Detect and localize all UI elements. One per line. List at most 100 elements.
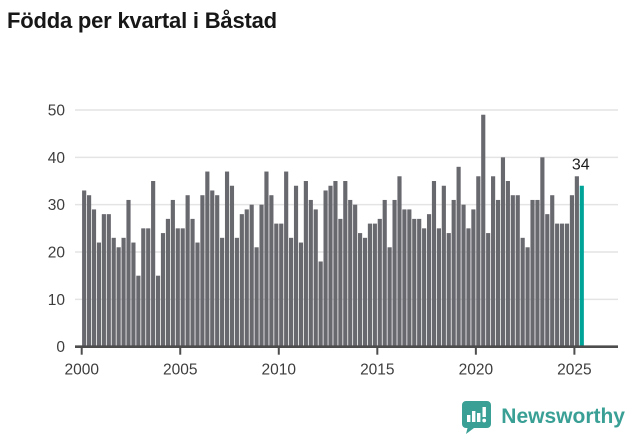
bar-2022-Q4 — [530, 199, 535, 347]
bar-2006-Q3 — [210, 190, 215, 347]
bar-2019-Q1 — [456, 166, 461, 347]
bar-2018-Q3 — [446, 233, 451, 347]
bar-2002-Q4 — [136, 275, 141, 347]
y-axis-label-50: 50 — [48, 103, 66, 120]
bar-2016-Q4 — [412, 218, 417, 347]
bar-2016-Q2 — [402, 209, 407, 347]
bar-2022-Q1 — [515, 195, 520, 347]
bar-2019-Q2 — [461, 204, 466, 347]
y-axis-label-30: 30 — [48, 197, 66, 214]
bar-2007-Q2 — [224, 171, 230, 347]
bar-2024-Q4 — [569, 195, 575, 347]
x-axis-label-2005: 2005 — [163, 362, 197, 379]
bar-2011-Q2 — [303, 181, 308, 347]
bar-2005-Q3 — [190, 218, 195, 347]
bar-2000-Q3 — [91, 209, 97, 347]
bar-2015-Q1 — [377, 218, 382, 347]
bar-2019-Q4 — [471, 209, 476, 347]
exclamation-dot — [482, 418, 487, 423]
bar-2009-Q4 — [274, 223, 279, 347]
bar-2012-Q3 — [328, 185, 333, 347]
y-axis-label-10: 10 — [48, 292, 66, 309]
bar-2013-Q3 — [348, 199, 353, 347]
bar-2003-Q3 — [151, 181, 156, 347]
x-axis-label-2015: 2015 — [360, 362, 394, 379]
bar-2002-Q3 — [131, 242, 136, 347]
newsworthy-logo[interactable]: Newsworthy — [461, 400, 625, 434]
bar-2005-Q4 — [195, 242, 200, 347]
bar-2003-Q1 — [141, 228, 146, 347]
bar-2015-Q3 — [387, 247, 392, 347]
y-axis-label-20: 20 — [48, 245, 66, 262]
y-axis-label-40: 40 — [48, 150, 66, 167]
bar-2013-Q2 — [343, 181, 348, 347]
x-axis-label-2020: 2020 — [459, 362, 494, 379]
bar-2001-Q2 — [106, 214, 111, 347]
bar-2021-Q3 — [505, 181, 510, 347]
bar-2014-Q4 — [372, 223, 377, 347]
bar-2000-Q2 — [87, 195, 92, 347]
bar-2001-Q4 — [116, 247, 121, 347]
bar-2000-Q4 — [96, 242, 102, 347]
bar-2022-Q3 — [525, 247, 530, 347]
bar-2011-Q1 — [298, 242, 304, 347]
bar-2021-Q1 — [495, 199, 501, 347]
bar-2014-Q1 — [358, 233, 363, 347]
bar-2023-Q4 — [550, 195, 555, 347]
bar-2010-Q4 — [293, 185, 299, 347]
bar-2003-Q4 — [155, 275, 161, 347]
bar-2021-Q2 — [500, 157, 506, 347]
bar-2009-Q2 — [264, 171, 269, 347]
bar-2011-Q4 — [313, 209, 318, 347]
bar-2009-Q1 — [259, 204, 264, 347]
bar-2019-Q3 — [466, 228, 471, 347]
bar-2025-Q1 — [574, 176, 579, 347]
bar-2017-Q4 — [431, 181, 437, 347]
bar-2020-Q1 — [476, 176, 481, 347]
bar-2015-Q4 — [392, 199, 397, 347]
newsworthy-wordmark: Newsworthy — [501, 405, 625, 428]
bar-2020-Q3 — [486, 233, 491, 347]
bar-2024-Q3 — [564, 223, 570, 347]
bar-2014-Q3 — [367, 223, 373, 347]
bar-2024-Q1 — [555, 223, 560, 347]
bar-2023-Q1 — [535, 199, 540, 347]
bar-2011-Q3 — [308, 199, 313, 347]
bar-2004-Q4 — [175, 228, 180, 347]
bar-2012-Q1 — [318, 261, 323, 347]
bar-2008-Q4 — [254, 247, 259, 347]
x-axis-label-2000: 2000 — [64, 362, 99, 379]
bar-2010-Q2 — [284, 171, 289, 347]
x-axis-label-2025: 2025 — [557, 362, 591, 379]
mini-bar-1 — [467, 415, 471, 422]
bar-2005-Q1 — [180, 228, 185, 347]
bar-2020-Q4 — [491, 176, 496, 347]
bar-2006-Q1 — [200, 195, 205, 347]
bar-2002-Q2 — [126, 199, 131, 347]
bar-2017-Q3 — [426, 214, 432, 347]
bar-2009-Q3 — [269, 195, 274, 347]
bar-2016-Q1 — [397, 176, 402, 347]
bar-2021-Q4 — [510, 195, 515, 347]
bar-2020-Q2 — [481, 114, 486, 347]
chart-title: Födda per kvartal i Båstad — [7, 8, 277, 33]
bar-2013-Q1 — [338, 218, 343, 347]
x-axis-label-2010: 2010 — [262, 362, 297, 379]
bar-2015-Q2 — [382, 199, 387, 347]
bar-2006-Q4 — [215, 195, 220, 347]
bar-2018-Q1 — [436, 228, 441, 347]
bar-2005-Q2 — [185, 195, 190, 347]
bar-2018-Q2 — [441, 185, 446, 347]
newsworthy-icon — [462, 401, 492, 434]
bar-2007-Q4 — [234, 237, 239, 347]
bar-2025-Q2 — [579, 185, 584, 347]
bar-2023-Q3 — [545, 214, 550, 347]
bar-2000-Q1 — [82, 190, 87, 347]
bar-2024-Q2 — [560, 223, 565, 347]
mini-bar-2 — [472, 411, 476, 422]
bar-2008-Q2 — [244, 209, 249, 347]
bar-2016-Q3 — [407, 209, 412, 347]
bar-2010-Q3 — [289, 237, 294, 347]
